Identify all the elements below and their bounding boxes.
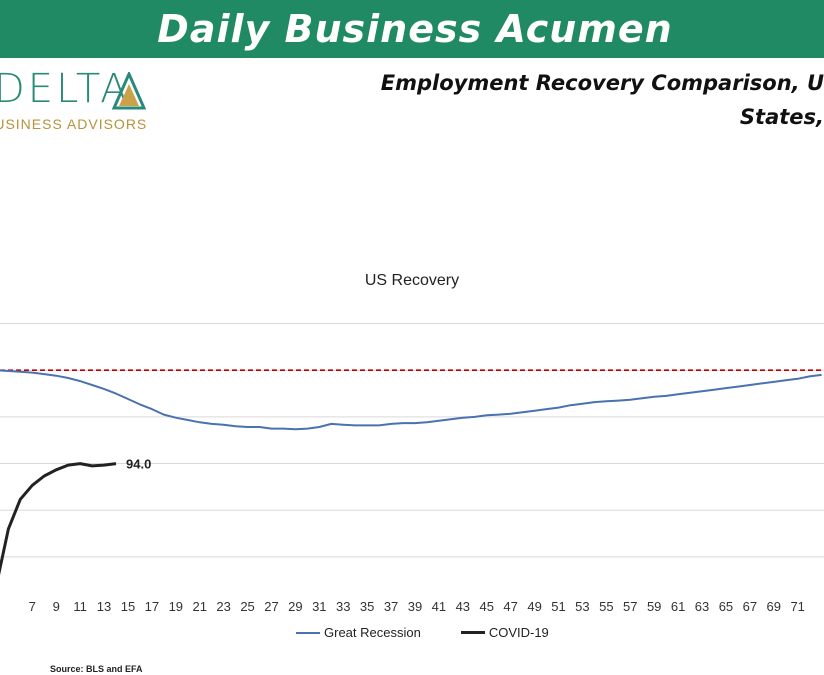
x-tick-label: 13 [97, 599, 111, 614]
x-tick-label: 21 [192, 599, 206, 614]
source-note: Source: BLS and EFA [50, 664, 143, 674]
x-axis-ticks: 7 9 11 13 15 17 19 21 23 25 27 29 31 33 35 37 39 41 43 45 47… [29, 599, 805, 614]
x-tick-label: 51 [551, 599, 565, 614]
x-tick-label: 11 [73, 599, 87, 614]
delta-triangle-icon [112, 72, 146, 110]
x-tick-label: 7 [29, 599, 36, 614]
x-tick-label: 65 [719, 599, 733, 614]
logo-wordmark: DELTA [0, 66, 131, 112]
legend-item-covid: COVID-19 [460, 625, 549, 640]
logo: DELTA BUSINESS ADVISORS [0, 66, 164, 136]
x-tick-label: 41 [432, 599, 446, 614]
x-tick-label: 9 [53, 599, 60, 614]
x-tick-label: 15 [121, 599, 135, 614]
data-labels: 94.0 [126, 457, 151, 472]
x-tick-label: 39 [408, 599, 422, 614]
x-tick-label: 31 [312, 599, 326, 614]
chart-title: US Recovery [364, 272, 460, 289]
legend-item-great-recession: Great Recession [296, 625, 421, 640]
legend-swatch-great-recession [296, 631, 320, 634]
gridlines [0, 323, 824, 558]
x-tick-label: 25 [240, 599, 254, 614]
logo-subtitle: BUSINESS ADVISORS [0, 116, 148, 132]
headline-line-2: States, [739, 105, 824, 129]
x-tick-label: 19 [169, 599, 183, 614]
x-tick-label: 71 [790, 599, 804, 614]
covid-line [0, 462, 117, 576]
legend: Great Recession COVID-19 [296, 625, 549, 640]
banner: Daily Business Acumen [0, 0, 824, 58]
x-tick-label: 67 [743, 599, 757, 614]
legend-label-covid: COVID-19 [488, 625, 549, 640]
x-tick-label: 35 [360, 599, 374, 614]
x-tick-label: 61 [671, 599, 685, 614]
x-tick-label: 23 [216, 599, 230, 614]
series-lines [0, 369, 822, 576]
x-tick-label: 33 [336, 599, 350, 614]
great-recession-line [0, 369, 822, 431]
legend-swatch-covid [460, 631, 485, 634]
x-tick-label: 53 [575, 599, 589, 614]
legend-label-great-recession: Great Recession [324, 625, 421, 640]
x-tick-label: 29 [288, 599, 302, 614]
headline: Employment Recovery Comparison, U States… [284, 66, 824, 134]
x-tick-label: 49 [527, 599, 541, 614]
x-tick-label: 45 [480, 599, 494, 614]
covid-end-label: 94.0 [126, 457, 151, 472]
x-tick-label: 37 [384, 599, 398, 614]
x-tick-label: 55 [599, 599, 613, 614]
headline-line-1: Employment Recovery Comparison, U [380, 71, 824, 95]
x-tick-label: 27 [264, 599, 278, 614]
x-tick-label: 59 [647, 599, 661, 614]
x-tick-label: 63 [695, 599, 709, 614]
x-tick-label: 47 [503, 599, 517, 614]
x-tick-label: 17 [145, 599, 159, 614]
banner-title: Daily Business Acumen [157, 7, 673, 51]
x-tick-label: 57 [623, 599, 637, 614]
x-tick-label: 69 [767, 599, 781, 614]
x-tick-label: 43 [456, 599, 470, 614]
